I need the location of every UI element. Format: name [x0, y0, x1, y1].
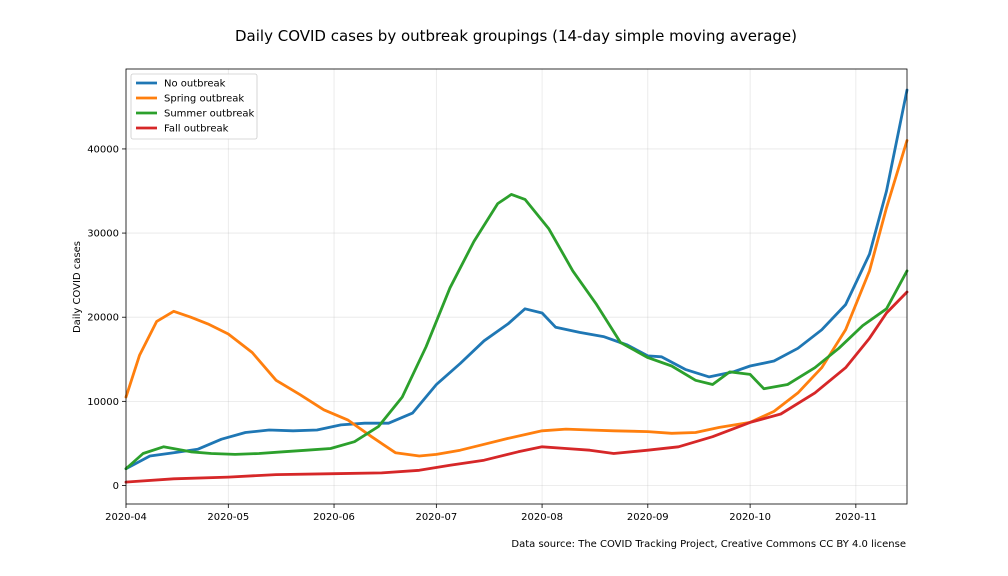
source-note: Data source: The COVID Tracking Project,…: [511, 539, 906, 550]
x-axis: 2020-04 2020-05 2020-06 2020-07 2020-08 2020-…: [105, 504, 877, 523]
y-tick-label: 30000: [87, 229, 119, 240]
legend-label: No outbreak: [164, 79, 226, 90]
series-line-summer-outbreak: [124, 192, 909, 471]
plot-frame: [125, 68, 908, 505]
series-line-no-outbreak: [124, 88, 909, 471]
series-line-fall-outbreak: [124, 290, 909, 484]
legend: No outbreak Spring outbreak Summer outbrea…: [130, 73, 258, 140]
x-tick-label: 2020-06: [313, 512, 355, 523]
y-axis: 0 10000 20000 30000 40000: [87, 144, 126, 492]
legend-label: Fall outbreak: [164, 124, 229, 135]
series-lines: [124, 88, 909, 484]
x-tick-label: 2020-09: [627, 512, 669, 523]
x-tick-label: 2020-05: [207, 512, 249, 523]
y-tick-label: 40000: [87, 144, 119, 155]
x-tick-label: 2020-11: [835, 512, 877, 523]
gridlines: [125, 69, 907, 504]
chart-title: Daily COVID cases by outbreak groupings …: [235, 27, 797, 45]
y-tick-label: 20000: [87, 313, 119, 324]
y-tick-label: 0: [113, 481, 119, 492]
legend-box: [130, 73, 258, 140]
series-line-spring-outbreak: [124, 139, 909, 458]
y-tick-label: 10000: [87, 397, 119, 408]
x-tick-label: 2020-08: [521, 512, 563, 523]
x-tick-label: 2020-04: [105, 512, 147, 523]
legend-label: Summer outbreak: [164, 109, 255, 120]
x-tick-label: 2020-07: [415, 512, 457, 523]
legend-label: Spring outbreak: [164, 94, 244, 105]
x-tick-label: 2020-10: [729, 512, 771, 523]
y-axis-label: Daily COVID cases: [72, 241, 83, 333]
